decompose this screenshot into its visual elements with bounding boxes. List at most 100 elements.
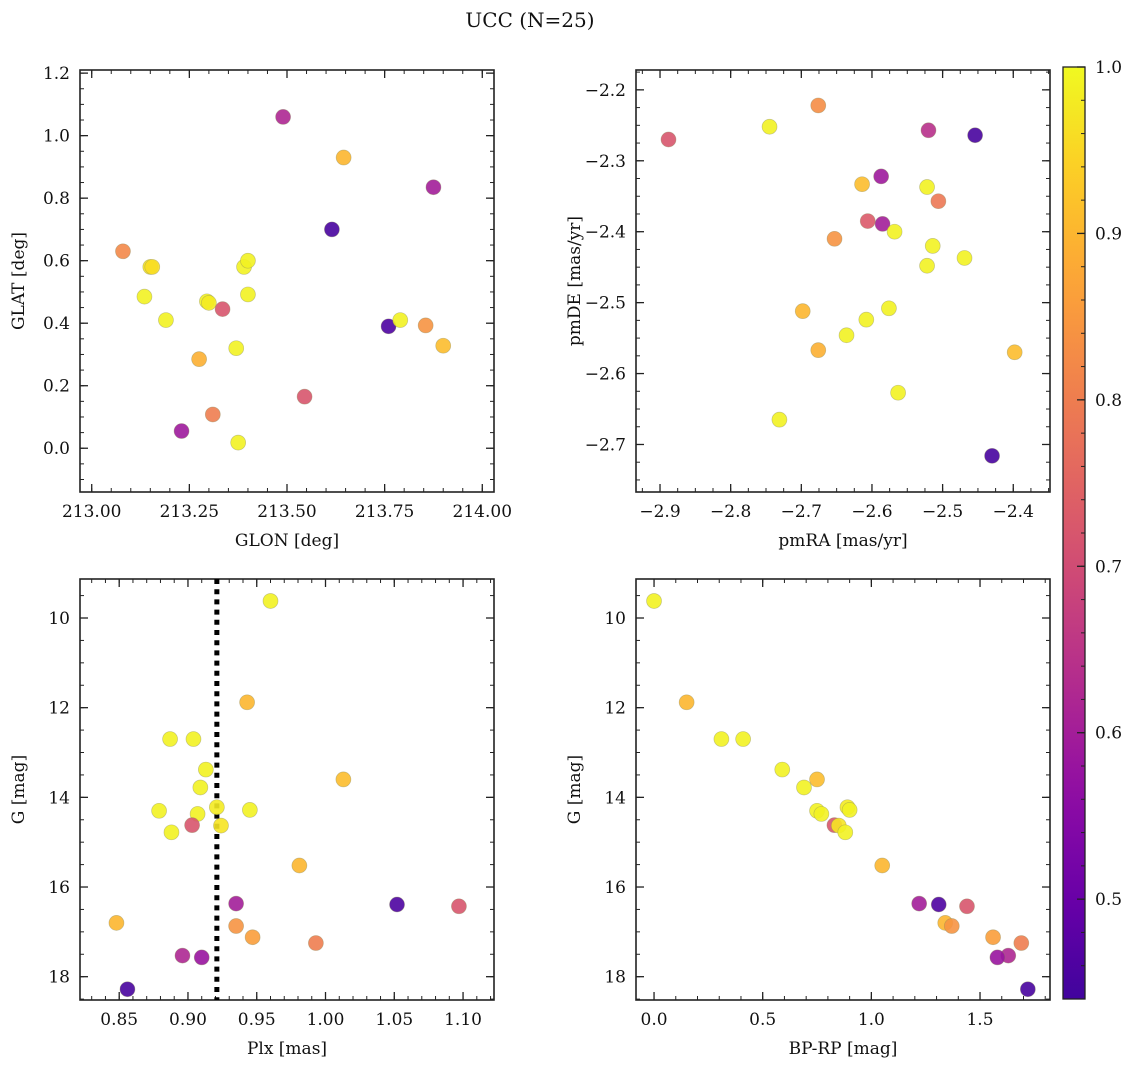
data-point: [151, 802, 167, 819]
data-point: [930, 193, 947, 210]
x-tick-label: 1.00: [307, 1010, 345, 1030]
axes-frame: [635, 578, 1051, 1001]
data-point: [209, 799, 225, 816]
data-point: [874, 857, 891, 874]
data-point: [919, 179, 935, 195]
data-point: [813, 806, 830, 822]
colorbar-tick-label: 1.0: [1095, 58, 1122, 78]
data-point: [890, 384, 906, 401]
data-point: [794, 303, 811, 319]
data-point: [678, 694, 695, 711]
data-point: [174, 947, 191, 964]
data-point: [136, 288, 153, 305]
colorbar-tick-label: 0.9: [1095, 224, 1122, 244]
colorbar-tick-label: 0.7: [1095, 557, 1122, 577]
y-tick-label: 18: [604, 968, 626, 988]
data-point: [296, 388, 313, 405]
panel-bprp-g: 0.0 0.5 1.0 1.5 10 12 14 16 18 BP-RP [mag] G [mag]: [565, 578, 1051, 1059]
ticks: [80, 579, 494, 1000]
data-point: [873, 168, 890, 185]
data-point: [417, 317, 434, 334]
data-point: [242, 802, 258, 818]
data-point: [435, 337, 452, 354]
x-tick-label: 213.00: [62, 502, 121, 522]
panel-pmra-pmde: −2.9 −2.8 −2.7 −2.6 −2.5 −2.4 −2.7 −2.6 −2.5 −2.4…: [565, 69, 1051, 551]
data-point: [308, 935, 324, 951]
plot-area: [115, 109, 452, 451]
y-tick-label: −2.4: [585, 223, 626, 243]
plot-area: [108, 579, 467, 1000]
y-tick-label: 1.0: [43, 127, 70, 147]
data-point: [920, 122, 937, 139]
data-point: [660, 131, 677, 148]
y-tick-label: 12: [48, 699, 70, 719]
data-point: [184, 817, 200, 833]
y-tick-label: −2.6: [585, 365, 626, 385]
data-point: [204, 406, 221, 423]
x-tick-label: 1.10: [444, 1010, 482, 1030]
axes-frame: [635, 69, 1051, 493]
data-point: [191, 351, 207, 367]
y-tick-label: 0.8: [43, 189, 70, 209]
data-point: [228, 340, 245, 357]
data-point: [213, 817, 229, 834]
data-point: [228, 895, 244, 912]
data-point: [796, 779, 812, 796]
x-tick-label: 0.95: [238, 1010, 276, 1030]
data-point: [1013, 935, 1030, 951]
x-tick-label: 0.5: [749, 1010, 776, 1030]
x-tick-label: 0.0: [641, 1010, 668, 1030]
data-point: [192, 779, 209, 796]
y-tick-label: −2.5: [585, 294, 626, 314]
y-tick-label: −2.7: [585, 435, 626, 455]
data-point: [713, 731, 730, 747]
data-point: [230, 434, 247, 451]
x-tick-label: 1.05: [375, 1010, 413, 1030]
ticks: [636, 70, 1050, 492]
data-point: [201, 295, 217, 311]
axes-frame: [79, 69, 495, 493]
data-point: [985, 929, 1001, 946]
x-tick-label: 213.75: [355, 502, 414, 522]
data-point: [874, 216, 891, 232]
data-point: [967, 127, 983, 144]
y-tick-label: 0.0: [43, 439, 70, 459]
y-axis-label: GLAT [deg]: [9, 232, 29, 330]
data-point: [837, 824, 854, 841]
x-tick-label: 1.5: [966, 1010, 993, 1030]
y-tick-label: 0.2: [43, 377, 70, 397]
data-point: [771, 411, 788, 428]
x-axis-label: pmRA [mas/yr]: [778, 531, 907, 551]
data-point: [924, 238, 941, 254]
y-axis-label: pmDE [mas/yr]: [565, 216, 585, 346]
data-point: [162, 731, 178, 747]
data-point: [163, 824, 180, 841]
data-point: [198, 761, 214, 778]
x-tick-label: 214.00: [453, 502, 512, 522]
y-tick-label: 0.4: [43, 314, 70, 334]
x-tick-label: −2.4: [993, 502, 1034, 522]
data-point: [989, 949, 1006, 966]
colorbar-tick-label: 0.5: [1095, 890, 1122, 910]
data-point: [858, 311, 875, 328]
data-point: [943, 918, 960, 934]
axes-frame: [79, 578, 495, 1001]
x-axis-label: BP-RP [mag]: [789, 1039, 898, 1059]
y-tick-label: −2.2: [585, 81, 626, 101]
plot-area: [660, 97, 1023, 464]
x-tick-label: 0.85: [100, 1010, 138, 1030]
data-point: [119, 981, 136, 998]
panel-plx-g: 0.85 0.90 0.95 1.00 1.05 1.10 10 12 14 16 18 Plx [m…: [9, 578, 495, 1059]
data-point: [1019, 981, 1036, 998]
plot-area: [646, 593, 1036, 998]
y-tick-label: 16: [48, 878, 70, 898]
y-tick-label: 18: [48, 968, 70, 988]
data-point: [810, 97, 827, 114]
y-tick-label: 12: [604, 699, 626, 719]
y-tick-label: −2.3: [585, 152, 626, 172]
y-axis-label: G [mag]: [9, 755, 29, 824]
x-tick-label: 213.25: [160, 502, 219, 522]
data-point: [841, 802, 858, 818]
data-point: [735, 731, 751, 747]
data-point: [451, 898, 467, 915]
